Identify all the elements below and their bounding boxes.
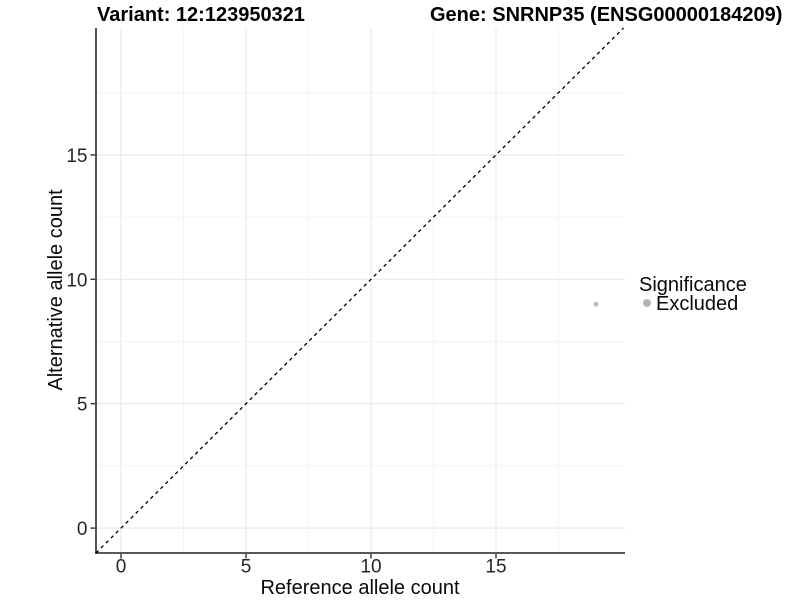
x-tick-label: 0 bbox=[116, 557, 127, 578]
legend: Significance Excluded bbox=[639, 274, 747, 315]
legend-label-excluded: Excluded bbox=[656, 293, 738, 315]
legend-title: Significance bbox=[639, 274, 747, 296]
legend-swatch-excluded-icon bbox=[643, 299, 651, 307]
x-axis-title: Reference allele count bbox=[260, 577, 459, 599]
y-axis-title: Alternative allele count bbox=[45, 189, 67, 391]
x-tick-label: 15 bbox=[485, 557, 506, 578]
y-tick-label: 0 bbox=[77, 519, 88, 540]
gene-title: Gene: SNRNP35 (ENSG00000184209) bbox=[430, 4, 782, 26]
variant-title: Variant: 12:123950321 bbox=[97, 4, 305, 26]
y-tick-label: 10 bbox=[66, 270, 87, 291]
grid-layer bbox=[96, 28, 625, 553]
y-tick-label: 5 bbox=[77, 395, 88, 416]
y-tick-label: 15 bbox=[66, 146, 87, 167]
x-tick-label: 5 bbox=[241, 557, 252, 578]
data-point bbox=[593, 301, 599, 307]
marks-layer: 0 5 10 15 0 5 10 15 bbox=[66, 27, 625, 578]
identity-line bbox=[95, 27, 624, 554]
x-tick-label: 10 bbox=[360, 557, 381, 578]
